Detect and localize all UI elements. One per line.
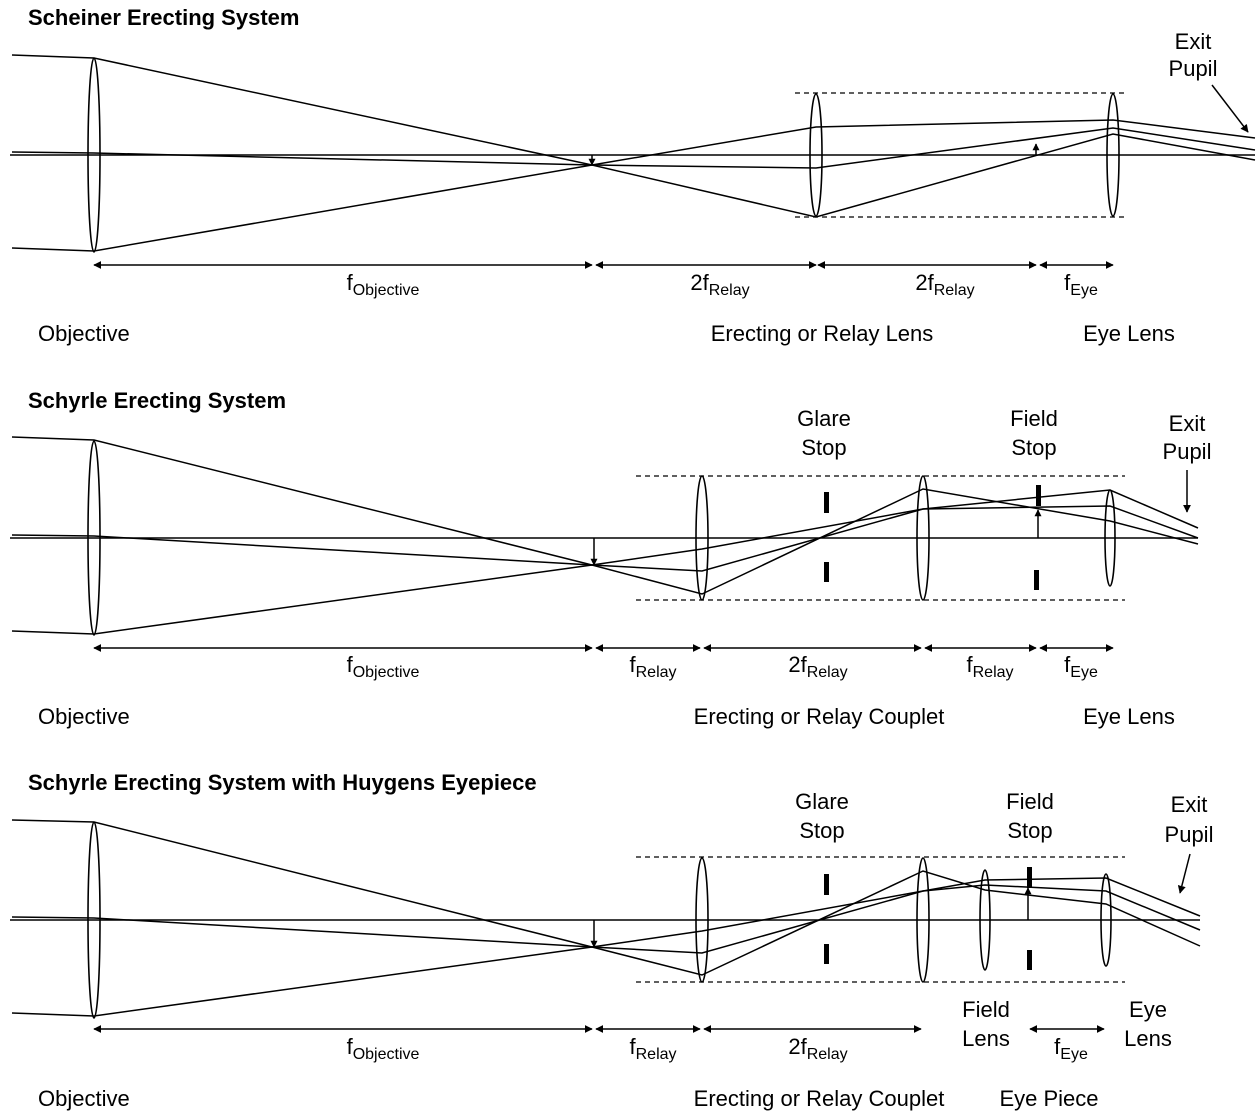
schyrle-dim-label-3: 2fRelay (788, 652, 847, 681)
huygens-exit-pupil-label-1: Exit (1171, 792, 1208, 817)
huygens-field-stop-label-1: Field (1006, 789, 1054, 814)
huygens-glare-stop-bottom (824, 944, 829, 964)
huygens-objective-label: Objective (38, 1086, 130, 1111)
huygens-eyepiece-label: Eye Piece (999, 1086, 1098, 1111)
schyrle-glare-stop-label-2: Stop (801, 435, 846, 460)
scheiner-eye-lens (1106, 93, 1120, 217)
schyrle-field-stop-top (1036, 485, 1041, 506)
schyrle-relay-lens-1 (695, 475, 709, 601)
schyrle-eye-lens-label: Eye Lens (1083, 704, 1175, 729)
huygens-eye-lens-label-1: Eye (1129, 997, 1167, 1022)
schyrle-rays (11, 436, 1199, 635)
schyrle-field-stop-label-2: Stop (1011, 435, 1056, 460)
huygens-glare-stop-top (824, 874, 829, 895)
schyrle-field-stop-bottom (1034, 570, 1039, 590)
schyrle-glare-stop-label-1: Glare (797, 406, 851, 431)
scheiner-title: Scheiner Erecting System (28, 5, 299, 30)
huygens-dim-label-1: fObjective (347, 1034, 420, 1063)
huygens-rays (11, 819, 1201, 1017)
scheiner-rays (11, 54, 1256, 252)
schyrle-field-stop-label-1: Field (1010, 406, 1058, 431)
huygens-exit-pupil-label-2: Pupil (1165, 822, 1214, 847)
scheiner-exit-pupil-pointer (1211, 84, 1249, 133)
schyrle-panel: Schyrle Erecting System Glare Stop Field… (10, 388, 1211, 729)
schyrle-objective-label: Objective (38, 704, 130, 729)
huygens-field-lens (979, 869, 991, 971)
scheiner-dim-label-1: fObjective (347, 270, 420, 299)
scheiner-eye-lens-label: Eye Lens (1083, 321, 1175, 346)
huygens-relay-lens-1 (695, 857, 709, 983)
huygens-dim-label-4: fEye (1054, 1034, 1088, 1063)
huygens-field-stop-bottom (1027, 950, 1032, 970)
scheiner-dim-label-4: fEye (1064, 270, 1098, 299)
scheiner-dim-label-2: 2fRelay (690, 270, 749, 299)
schyrle-exit-pupil-label-1: Exit (1169, 411, 1206, 436)
scheiner-dim-label-3: 2fRelay (915, 270, 974, 299)
scheiner-exit-pupil-label-1: Exit (1175, 29, 1212, 54)
huygens-dim-label-3: 2fRelay (788, 1034, 847, 1063)
scheiner-objective-label: Objective (38, 321, 130, 346)
schyrle-glare-stop-bottom (824, 562, 829, 582)
huygens-field-stop-top (1027, 867, 1032, 888)
huygens-relay-label: Erecting or Relay Couplet (694, 1086, 945, 1111)
huygens-panel: Schyrle Erecting System with Huygens Eye… (10, 770, 1213, 1111)
schyrle-relay-lens-2 (916, 475, 930, 601)
schyrle-exit-pupil-label-2: Pupil (1163, 439, 1212, 464)
huygens-field-lens-label-2: Lens (962, 1026, 1010, 1051)
schyrle-title: Schyrle Erecting System (28, 388, 286, 413)
huygens-eye-lens (1100, 873, 1112, 967)
schyrle-dim-label-1: fObjective (347, 652, 420, 681)
schyrle-objective-lens (87, 440, 101, 636)
schyrle-relay-label: Erecting or Relay Couplet (694, 704, 945, 729)
scheiner-panel: Scheiner Erecting System Exit Pupil fObj… (10, 5, 1256, 346)
scheiner-relay-label: Erecting or Relay Lens (711, 321, 934, 346)
huygens-dim-label-2: fRelay (629, 1034, 676, 1063)
huygens-title: Schyrle Erecting System with Huygens Eye… (28, 770, 537, 795)
schyrle-dim-label-2: fRelay (629, 652, 676, 681)
huygens-eye-lens-label-2: Lens (1124, 1026, 1172, 1051)
schyrle-glare-stop-top (824, 492, 829, 513)
huygens-glare-stop-label-2: Stop (799, 818, 844, 843)
huygens-relay-lens-2 (916, 857, 930, 983)
scheiner-relay-lens (809, 93, 823, 217)
huygens-glare-stop-label-1: Glare (795, 789, 849, 814)
huygens-field-stop-label-2: Stop (1007, 818, 1052, 843)
huygens-exit-pupil-pointer (1177, 853, 1191, 894)
schyrle-dim-label-5: fEye (1064, 652, 1098, 681)
scheiner-exit-pupil-label-2: Pupil (1169, 56, 1218, 81)
huygens-field-lens-label-1: Field (962, 997, 1010, 1022)
schyrle-dim-label-4: fRelay (966, 652, 1013, 681)
